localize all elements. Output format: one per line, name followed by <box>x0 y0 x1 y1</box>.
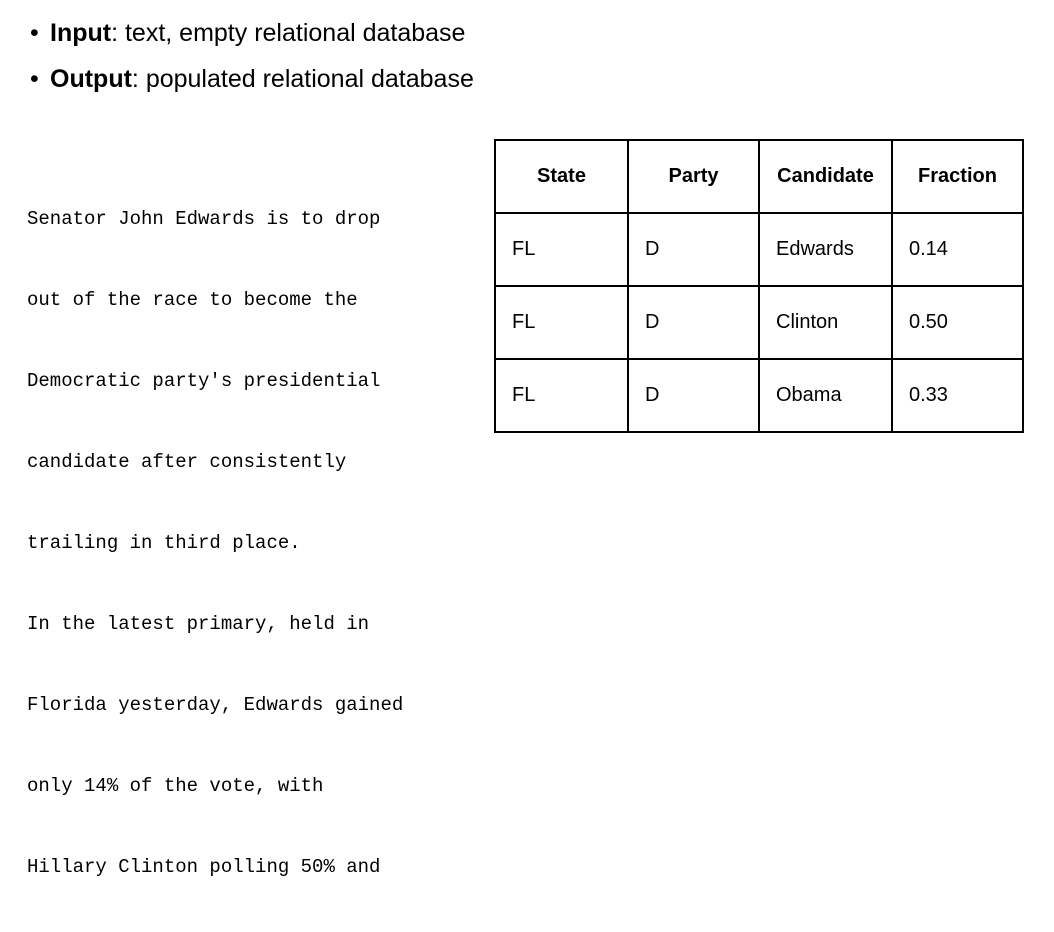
table-row: FL D Edwards 0.14 <box>494 212 1024 287</box>
relational-table: State Party Candidate Fraction FL D Edwa… <box>494 139 1024 433</box>
cell-party: D <box>627 285 760 360</box>
cell-party: D <box>627 358 760 433</box>
table-row: FL D Obama 0.33 <box>494 358 1024 433</box>
bullet-input: • Input: text, empty relational database <box>30 16 474 50</box>
passage-line: Senator John Edwards is to drop <box>27 208 381 230</box>
cell-state: FL <box>494 285 629 360</box>
cell-fraction: 0.50 <box>891 285 1024 360</box>
passage-line: only 14% of the vote, with <box>27 775 324 797</box>
cell-state: FL <box>494 358 629 433</box>
passage-line: trailing in third place. <box>27 532 301 554</box>
column-header-state: State <box>494 139 629 214</box>
table-row: FL D Clinton 0.50 <box>494 285 1024 360</box>
column-header-candidate: Candidate <box>758 139 893 214</box>
bullet-term: Output <box>50 65 132 93</box>
passage-line: Florida yesterday, Edwards gained <box>27 694 404 716</box>
cell-party: D <box>627 212 760 287</box>
column-header-fraction: Fraction <box>891 139 1024 214</box>
bullet-term: Input <box>50 19 112 47</box>
passage-line: candidate after consistently <box>27 451 347 473</box>
bullet-text: : populated relational database <box>131 65 474 93</box>
column-header-party: Party <box>627 139 760 214</box>
news-passage: Senator John Edwards is to drop out of t… <box>27 152 487 932</box>
passage-line: out of the race to become the <box>27 289 358 311</box>
passage-line: In the latest primary, held in <box>27 613 370 635</box>
cell-candidate: Obama <box>758 358 893 433</box>
cell-candidate: Clinton <box>758 285 893 360</box>
cell-fraction: 0.33 <box>891 358 1024 433</box>
cell-fraction: 0.14 <box>891 212 1024 287</box>
passage-line: Hillary Clinton polling 50% and <box>27 856 381 878</box>
table-header-row: State Party Candidate Fraction <box>494 139 1024 214</box>
bullet-dot-icon: • <box>30 65 39 93</box>
passage-line: Democratic party's presidential <box>27 370 381 392</box>
bullet-list: • Input: text, empty relational database … <box>30 16 474 108</box>
cell-candidate: Edwards <box>758 212 893 287</box>
cell-state: FL <box>494 212 629 287</box>
bullet-text: : text, empty relational database <box>111 19 466 47</box>
bullet-output: • Output: populated relational database <box>30 62 474 96</box>
bullet-dot-icon: • <box>30 19 39 47</box>
